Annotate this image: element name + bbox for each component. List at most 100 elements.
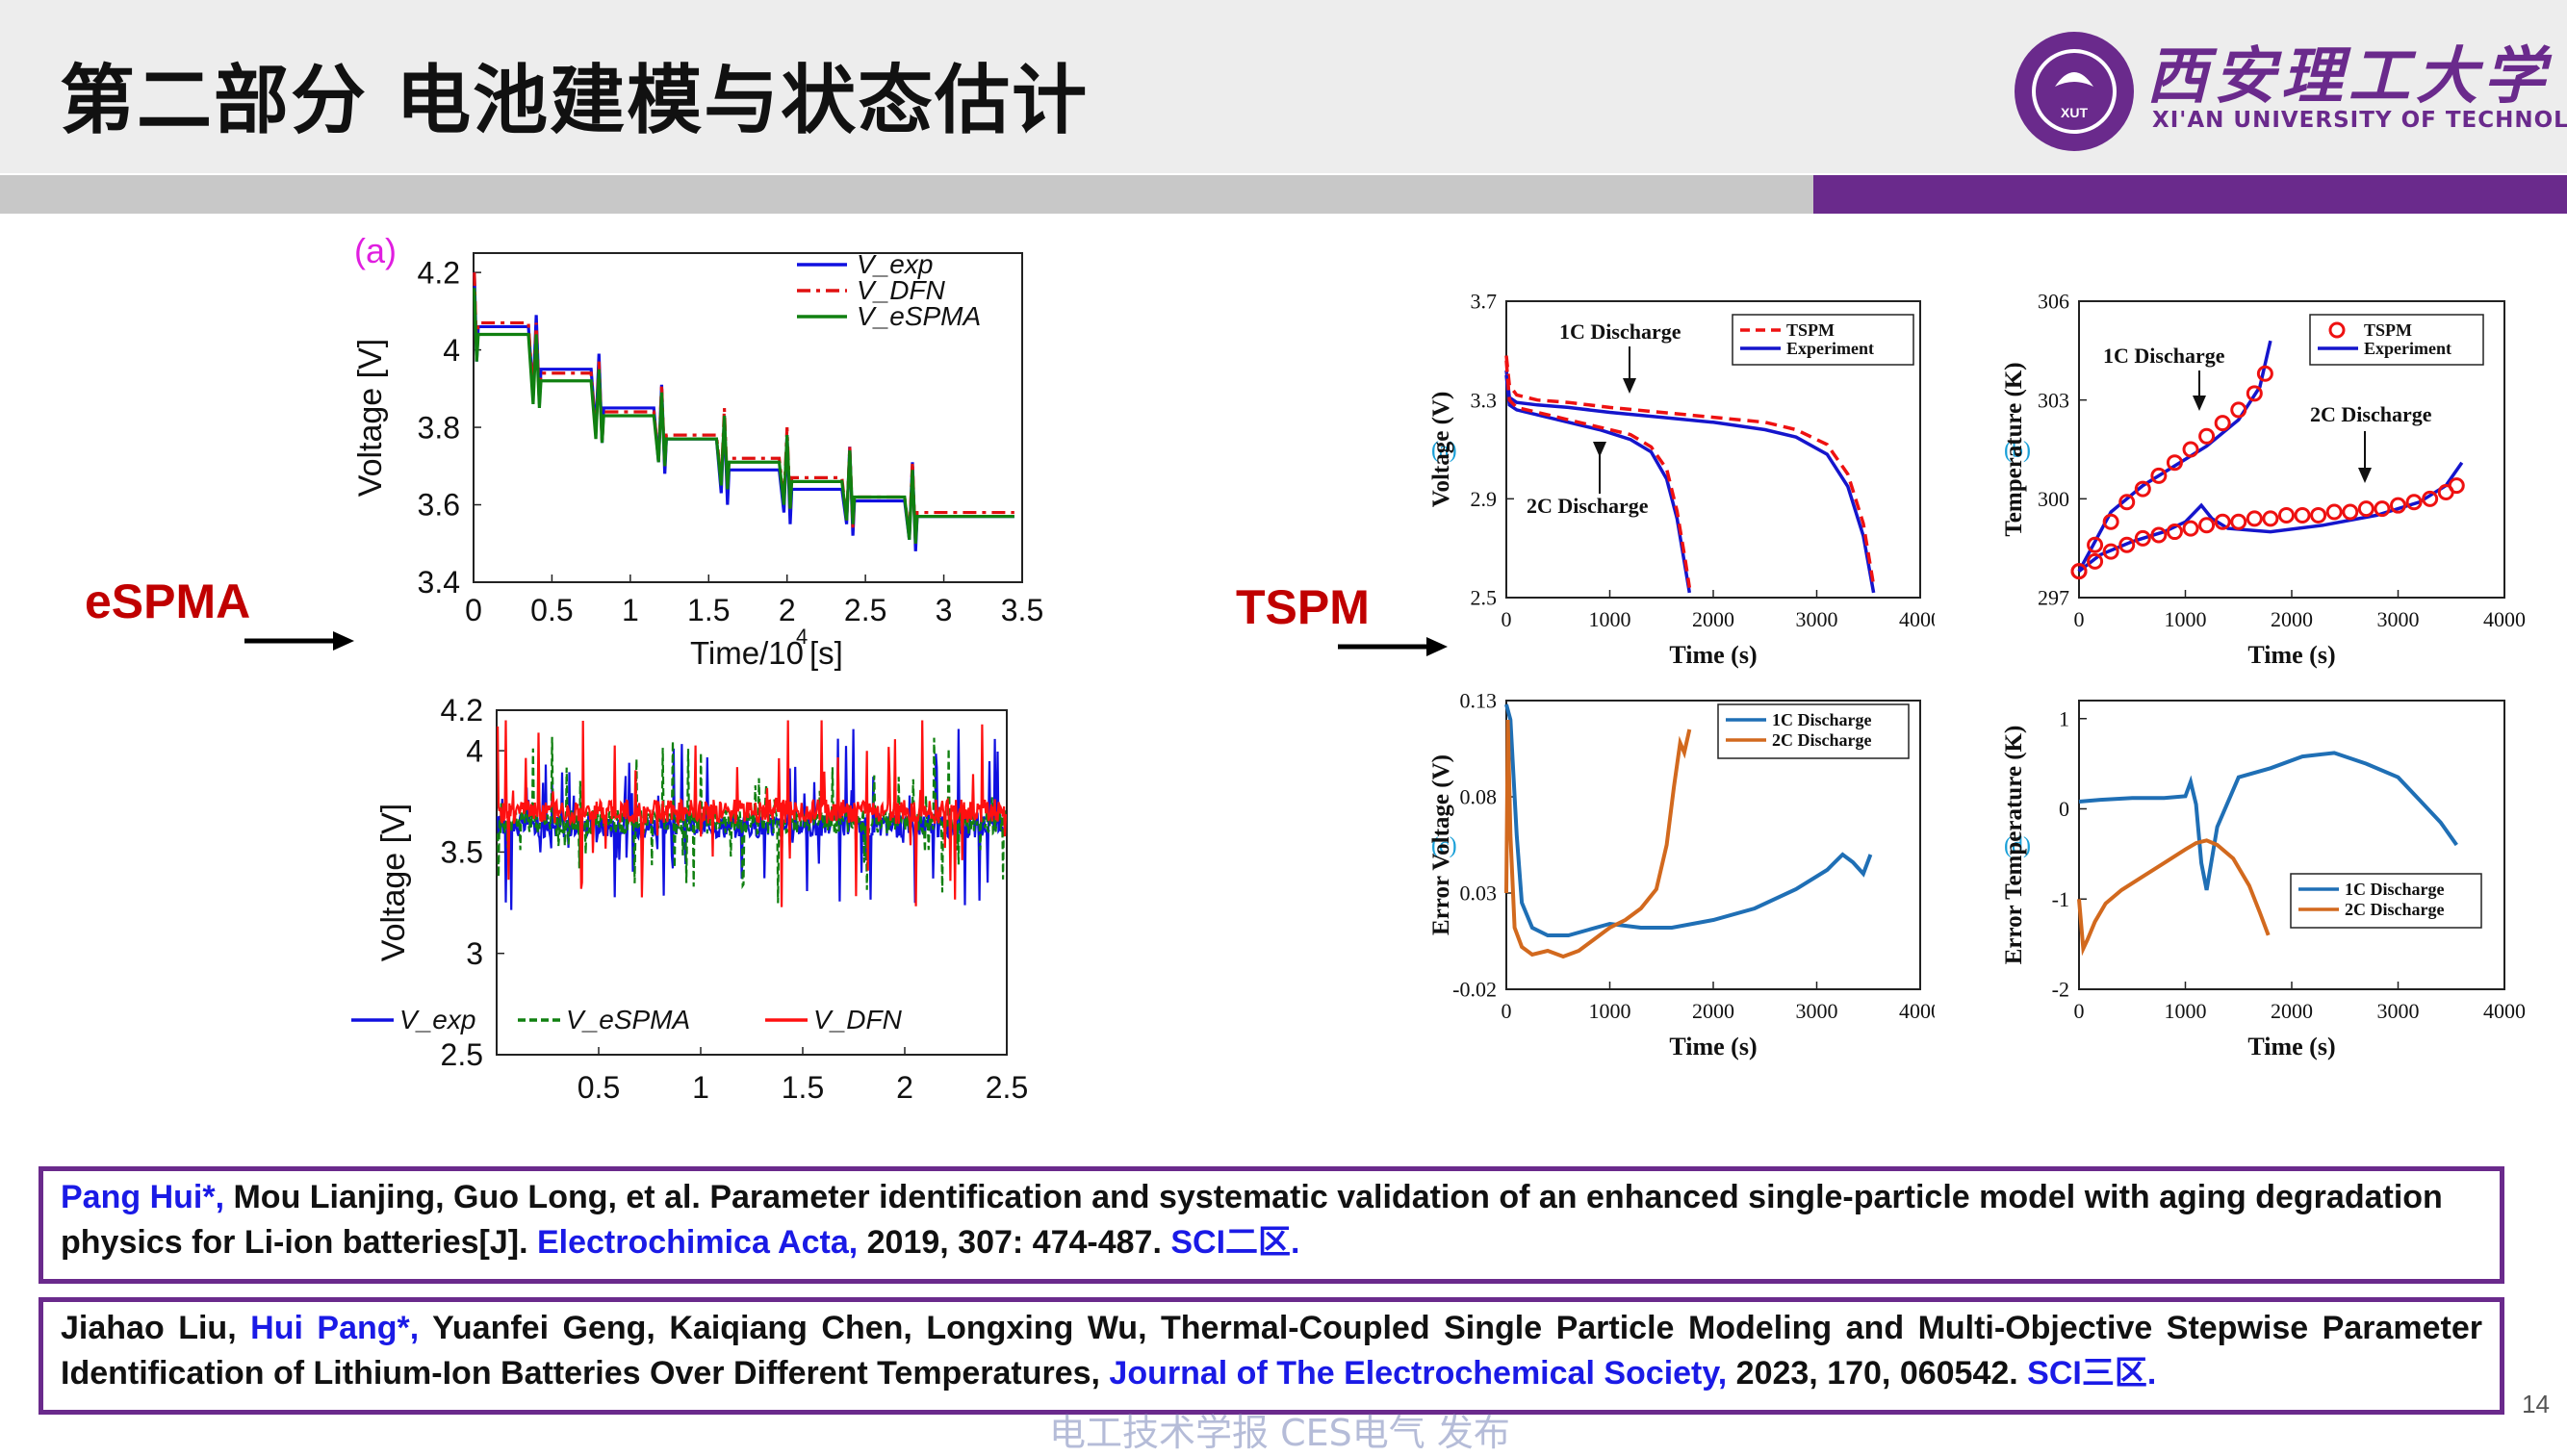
- reference-1: Pang Hui*, Mou Lianjing, Guo Long, et al…: [39, 1166, 2504, 1284]
- data-point: [2277, 506, 2295, 524]
- x-tick-label: 2000: [2271, 999, 2313, 1023]
- x-tick-label: 1000: [2165, 999, 2207, 1023]
- panel-label: (a): [1431, 438, 1457, 463]
- x-tick-label: 0.5: [578, 1070, 620, 1105]
- y-tick-label: 3.4: [418, 565, 460, 600]
- data-point: [2246, 510, 2263, 527]
- x-tick-label: 3000: [2377, 607, 2420, 631]
- y-tick-label: 4.2: [441, 693, 483, 728]
- x-tick-label: 3.5: [1001, 593, 1043, 627]
- y-tick-label: -0.02: [1452, 978, 1497, 1002]
- y-axis-title: Error Temperature (K): [2001, 726, 2027, 965]
- university-logo-icon: XUT: [2015, 32, 2134, 151]
- legend-box: [1717, 703, 1910, 759]
- legend-label: V_eSPMA: [566, 1005, 690, 1035]
- annotation-1c: 1C Discharge: [1559, 319, 1681, 344]
- legend-label: TSPM: [2364, 320, 2412, 340]
- y-tick-label: 3.3: [1471, 388, 1498, 412]
- legend-label: Experiment: [1786, 339, 1874, 358]
- data-point: [2134, 480, 2151, 498]
- x-axis-title: Time (s): [1669, 641, 1757, 669]
- x-axis-title: Time (s): [2247, 641, 2335, 669]
- y-tick-label: 2.5: [441, 1037, 483, 1072]
- data-point: [2087, 536, 2104, 553]
- x-tick-label: 1.5: [782, 1070, 824, 1105]
- x-axis-title: Time/10: [690, 635, 804, 671]
- y-tick-label: 306: [2038, 290, 2069, 314]
- tspm-arrow-icon: [1338, 637, 1448, 656]
- ref2-author[interactable]: Hui Pang*,: [250, 1310, 420, 1346]
- annotation-arrowhead: [2193, 396, 2206, 411]
- ref1-text: Mou Lianjing, Guo Long, et al. Parameter…: [61, 1179, 2443, 1261]
- y-tick-label: 0.13: [1460, 689, 1498, 713]
- y-tick-label: 2.9: [1471, 487, 1498, 511]
- x-tick-label: 2: [896, 1070, 913, 1105]
- legend-label: 1C Discharge: [1772, 710, 1871, 729]
- data-point: [2325, 503, 2343, 521]
- ref2-text2: 2023, 170, 060542.: [1727, 1355, 2028, 1392]
- data-point: [2357, 500, 2374, 518]
- y-tick-label: 303: [2038, 388, 2069, 412]
- panel-label: (b): [2004, 438, 2031, 463]
- x-tick-label: 2.5: [844, 593, 886, 627]
- espma-voltage-chart-a: 0 0.5 1 1.5 2 2.5 3 3.5 3.4 3.6 3.8 4 4.2 (a) Voltage …: [352, 236, 1043, 671]
- annotation-1c: 1C Discharge: [2103, 344, 2225, 368]
- legend-marker: [2328, 321, 2346, 339]
- university-name-en: XI'AN UNIVERSITY OF TECHNOLOGY: [2152, 108, 2567, 133]
- tspm-error-voltage-chart: 0 1000 2000 3000 4000 -0.02 0.03 0.08 0.13 (c)Err…: [1428, 689, 1935, 1060]
- y-axis-title: Voltage (V): [1428, 392, 1454, 508]
- data-point: [2150, 526, 2168, 544]
- data-point: [2342, 503, 2359, 521]
- tspm-voltage-chart: 0 1000 2000 3000 4000 2.5 2.9 3.3 3.7 (a)Voltage …: [1428, 290, 1935, 669]
- plot-frame: [496, 709, 1008, 1056]
- y-tick-label: -2: [2052, 978, 2069, 1002]
- tspm-temperature-chart: 0 1000 2000 3000 4000 297 300 303 306 (b)Temperat…: [2001, 290, 2526, 669]
- x-axis-title-unit: [s]: [809, 635, 843, 671]
- legend-box: [1732, 314, 1914, 366]
- university-name-cn: 西安理工大学: [2146, 40, 2551, 113]
- series-1C-Discharge: [1504, 703, 1873, 937]
- espma-voltage-chart-b: 0.5 1 1.5 2 2.5 2.5 3 3.5 4 4.2 Voltage [V] V_exp V_…: [351, 693, 1028, 1105]
- series-2C-Experiment: [1504, 374, 1692, 594]
- y-tick-label: 0.03: [1460, 881, 1498, 906]
- data-point: [2182, 520, 2199, 537]
- header-bar: [0, 0, 2567, 173]
- y-tick-label: 3.6: [418, 488, 460, 523]
- series-1C-TSPM: [1504, 355, 1876, 586]
- x-tick-label: 3000: [2377, 999, 2420, 1023]
- watermark: 电工技术学报 CES电气 发布: [1049, 1412, 1510, 1454]
- annotation-arrowhead: [1623, 378, 1636, 394]
- page-title: 第二部分 电池建模与状态估计: [60, 58, 1090, 144]
- annotation-arrowhead: [1593, 442, 1606, 457]
- x-tick-label: 0.5: [530, 593, 573, 627]
- annotation-2c: 2C Discharge: [1527, 494, 1649, 518]
- x-tick-label: 2: [779, 593, 796, 627]
- data-point: [2070, 563, 2088, 580]
- legend-label: V_DFN: [813, 1005, 903, 1035]
- ref2-journal[interactable]: Journal of The Electrochemical Society,: [1109, 1355, 1728, 1392]
- x-tick-label: 4000: [1899, 999, 1935, 1023]
- legend-label: TSPM: [1786, 320, 1835, 340]
- y-axis-title: Temperature (K): [2001, 362, 2027, 536]
- x-tick-label: 0: [465, 593, 482, 627]
- data-point: [2198, 427, 2216, 445]
- y-tick-label: 2.5: [1471, 586, 1498, 610]
- ref1-author[interactable]: Pang Hui*,: [61, 1179, 225, 1215]
- y-tick-label: 297: [2038, 586, 2069, 610]
- x-tick-label: 1000: [1589, 607, 1631, 631]
- y-axis-title: Voltage [V]: [375, 804, 412, 961]
- reference-2: Jiahao Liu, Hui Pang*, Yuanfei Geng, Kai…: [39, 1297, 2504, 1415]
- tspm-error-temperature-chart: 0 1000 2000 3000 4000 -2 -1 0 1 (d)Error Temperat…: [2001, 700, 2526, 1060]
- series-1C-Discharge: [2078, 751, 2458, 891]
- legend-label: 2C Discharge: [1772, 730, 1871, 750]
- y-tick-label: 1: [2059, 706, 2069, 730]
- y-tick-label: 4.2: [418, 255, 460, 290]
- data-point: [2448, 477, 2465, 495]
- data-point: [2166, 454, 2183, 472]
- x-tick-label: 2000: [2271, 607, 2313, 631]
- data-point: [2390, 497, 2406, 514]
- ref1-journal[interactable]: Electrochimica Acta,: [536, 1224, 859, 1261]
- legend-label-VDFN: V_DFN: [857, 275, 946, 305]
- x-tick-label: 1000: [2165, 607, 2207, 631]
- annotation-arrowhead: [2358, 468, 2372, 483]
